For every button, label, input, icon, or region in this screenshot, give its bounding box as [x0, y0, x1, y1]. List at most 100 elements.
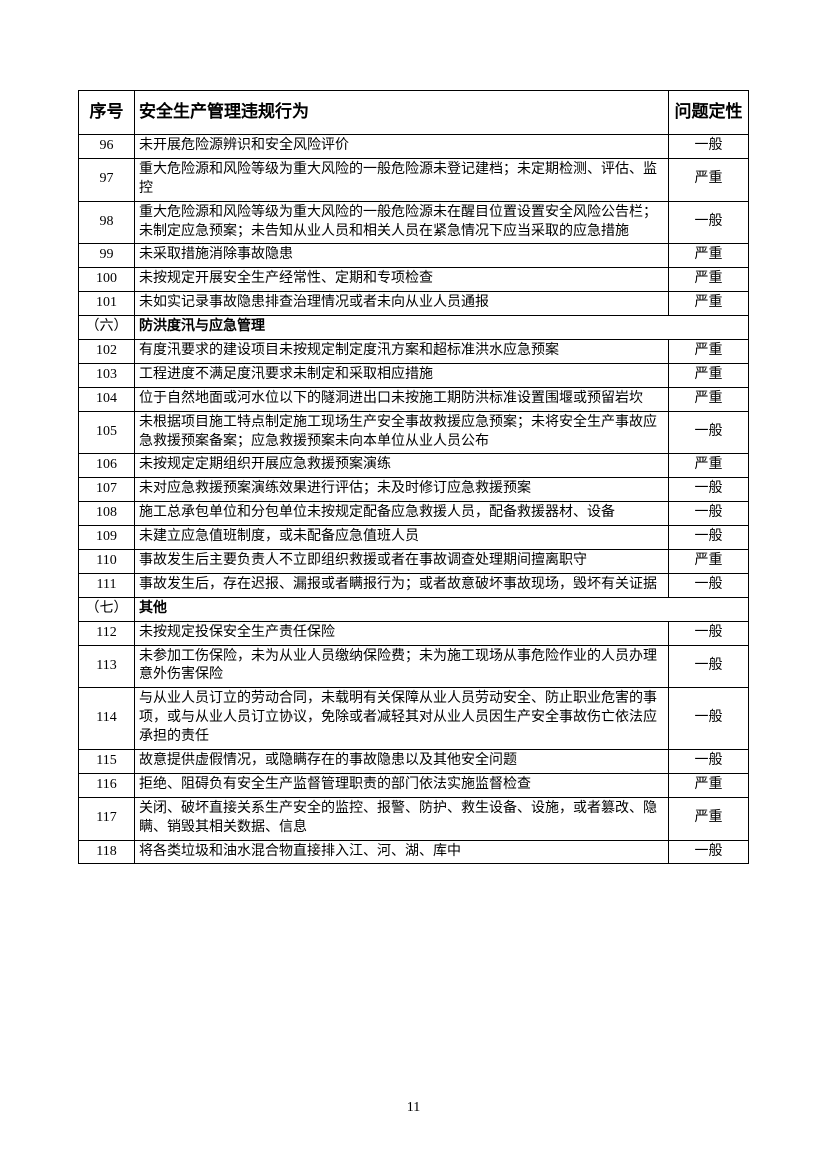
desc-cell: 重大危险源和风险等级为重大风险的一般危险源未登记建档；未定期检测、评估、监控 [135, 158, 669, 201]
table-row: 118将各类垃圾和油水混合物直接排入江、河、湖、库中一般 [79, 840, 749, 864]
table-row: 110事故发生后主要负责人不立即组织救援或者在事故调查处理期间擅离职守严重 [79, 549, 749, 573]
seq-cell: 116 [79, 773, 135, 797]
header-desc: 安全生产管理违规行为 [135, 91, 669, 135]
class-cell: 一般 [669, 573, 749, 597]
class-cell: 一般 [669, 688, 749, 750]
table-row: 99未采取措施消除事故隐患严重 [79, 244, 749, 268]
table-row: 108施工总承包单位和分包单位未按规定配备应急救援人员，配备救援器材、设备一般 [79, 502, 749, 526]
table-row: 113未参加工伤保险，未为从业人员缴纳保险费；未为施工现场从事危险作业的人员办理… [79, 645, 749, 688]
class-cell: 严重 [669, 549, 749, 573]
seq-cell: 102 [79, 339, 135, 363]
seq-cell: 107 [79, 478, 135, 502]
class-cell: 一般 [669, 749, 749, 773]
desc-cell: 位于自然地面或河水位以下的隧洞进出口未按施工期防洪标准设置围堰或预留岩坎 [135, 387, 669, 411]
table-row: 106未按规定定期组织开展应急救援预案演练严重 [79, 454, 749, 478]
page-number: 11 [0, 1100, 827, 1116]
header-class: 问题定性 [669, 91, 749, 135]
table-row: 102有度汛要求的建设项目未按规定制定度汛方案和超标准洪水应急预案严重 [79, 339, 749, 363]
desc-cell: 将各类垃圾和油水混合物直接排入江、河、湖、库中 [135, 840, 669, 864]
desc-cell: 故意提供虚假情况，或隐瞒存在的事故隐患以及其他安全问题 [135, 749, 669, 773]
desc-cell: 未对应急救援预案演练效果进行评估；未及时修订应急救援预案 [135, 478, 669, 502]
section-title-cell: 其他 [135, 597, 749, 621]
table-row: 100未按规定开展安全生产经常性、定期和专项检查严重 [79, 268, 749, 292]
class-cell: 一般 [669, 621, 749, 645]
seq-cell: 115 [79, 749, 135, 773]
class-cell: 严重 [669, 244, 749, 268]
class-cell: 一般 [669, 411, 749, 454]
seq-cell: 106 [79, 454, 135, 478]
section-number-cell: （七） [79, 597, 135, 621]
table-row: 97重大危险源和风险等级为重大风险的一般危险源未登记建档；未定期检测、评估、监控… [79, 158, 749, 201]
desc-cell: 未如实记录事故隐患排查治理情况或者未向从业人员通报 [135, 292, 669, 316]
class-cell: 一般 [669, 478, 749, 502]
class-cell: 一般 [669, 502, 749, 526]
desc-cell: 未根据项目施工特点制定施工现场生产安全事故救援应急预案；未将安全生产事故应急救援… [135, 411, 669, 454]
class-cell: 严重 [669, 363, 749, 387]
table-row: 109未建立应急值班制度，或未配备应急值班人员一般 [79, 526, 749, 550]
header-seq: 序号 [79, 91, 135, 135]
table-row: （六）防洪度汛与应急管理 [79, 316, 749, 340]
desc-cell: 未参加工伤保险，未为从业人员缴纳保险费；未为施工现场从事危险作业的人员办理意外伤… [135, 645, 669, 688]
desc-cell: 事故发生后主要负责人不立即组织救援或者在事故调查处理期间擅离职守 [135, 549, 669, 573]
seq-cell: 111 [79, 573, 135, 597]
table-row: 114与从业人员订立的劳动合同，未载明有关保障从业人员劳动安全、防止职业危害的事… [79, 688, 749, 750]
desc-cell: 未开展危险源辨识和安全风险评价 [135, 134, 669, 158]
seq-cell: 101 [79, 292, 135, 316]
desc-cell: 拒绝、阻碍负有安全生产监督管理职责的部门依法实施监督检查 [135, 773, 669, 797]
class-cell: 一般 [669, 134, 749, 158]
class-cell: 一般 [669, 201, 749, 244]
class-cell: 严重 [669, 292, 749, 316]
seq-cell: 98 [79, 201, 135, 244]
section-number-cell: （六） [79, 316, 135, 340]
seq-cell: 99 [79, 244, 135, 268]
desc-cell: 未按规定定期组织开展应急救援预案演练 [135, 454, 669, 478]
class-cell: 一般 [669, 526, 749, 550]
desc-cell: 事故发生后，存在迟报、漏报或者瞒报行为；或者故意破坏事故现场，毁坏有关证据 [135, 573, 669, 597]
table-row: 115故意提供虚假情况，或隐瞒存在的事故隐患以及其他安全问题一般 [79, 749, 749, 773]
desc-cell: 未按规定投保安全生产责任保险 [135, 621, 669, 645]
table-row: 103工程进度不满足度汛要求未制定和采取相应措施严重 [79, 363, 749, 387]
seq-cell: 117 [79, 797, 135, 840]
seq-cell: 114 [79, 688, 135, 750]
seq-cell: 103 [79, 363, 135, 387]
desc-cell: 重大危险源和风险等级为重大风险的一般危险源未在醒目位置设置安全风险公告栏；未制定… [135, 201, 669, 244]
seq-cell: 110 [79, 549, 135, 573]
seq-cell: 108 [79, 502, 135, 526]
class-cell: 严重 [669, 454, 749, 478]
desc-cell: 工程进度不满足度汛要求未制定和采取相应措施 [135, 363, 669, 387]
seq-cell: 112 [79, 621, 135, 645]
table-row: 98重大危险源和风险等级为重大风险的一般危险源未在醒目位置设置安全风险公告栏；未… [79, 201, 749, 244]
class-cell: 严重 [669, 339, 749, 363]
table-row: （七）其他 [79, 597, 749, 621]
table-header-row: 序号 安全生产管理违规行为 问题定性 [79, 91, 749, 135]
table-row: 101未如实记录事故隐患排查治理情况或者未向从业人员通报严重 [79, 292, 749, 316]
table-row: 96未开展危险源辨识和安全风险评价一般 [79, 134, 749, 158]
class-cell: 严重 [669, 387, 749, 411]
section-title-cell: 防洪度汛与应急管理 [135, 316, 749, 340]
desc-cell: 施工总承包单位和分包单位未按规定配备应急救援人员，配备救援器材、设备 [135, 502, 669, 526]
seq-cell: 109 [79, 526, 135, 550]
table-row: 111事故发生后，存在迟报、漏报或者瞒报行为；或者故意破坏事故现场，毁坏有关证据… [79, 573, 749, 597]
class-cell: 严重 [669, 797, 749, 840]
table-row: 107未对应急救援预案演练效果进行评估；未及时修订应急救援预案一般 [79, 478, 749, 502]
seq-cell: 105 [79, 411, 135, 454]
desc-cell: 未采取措施消除事故隐患 [135, 244, 669, 268]
table-row: 117关闭、破坏直接关系生产安全的监控、报警、防护、救生设备、设施，或者篡改、隐… [79, 797, 749, 840]
seq-cell: 118 [79, 840, 135, 864]
desc-cell: 未按规定开展安全生产经常性、定期和专项检查 [135, 268, 669, 292]
table-row: 116拒绝、阻碍负有安全生产监督管理职责的部门依法实施监督检查严重 [79, 773, 749, 797]
seq-cell: 96 [79, 134, 135, 158]
table-row: 105未根据项目施工特点制定施工现场生产安全事故救援应急预案；未将安全生产事故应… [79, 411, 749, 454]
desc-cell: 有度汛要求的建设项目未按规定制定度汛方案和超标准洪水应急预案 [135, 339, 669, 363]
class-cell: 严重 [669, 268, 749, 292]
seq-cell: 97 [79, 158, 135, 201]
class-cell: 严重 [669, 773, 749, 797]
class-cell: 严重 [669, 158, 749, 201]
seq-cell: 104 [79, 387, 135, 411]
class-cell: 一般 [669, 840, 749, 864]
table-row: 104位于自然地面或河水位以下的隧洞进出口未按施工期防洪标准设置围堰或预留岩坎严… [79, 387, 749, 411]
seq-cell: 113 [79, 645, 135, 688]
desc-cell: 未建立应急值班制度，或未配备应急值班人员 [135, 526, 669, 550]
class-cell: 一般 [669, 645, 749, 688]
table-row: 112未按规定投保安全生产责任保险一般 [79, 621, 749, 645]
